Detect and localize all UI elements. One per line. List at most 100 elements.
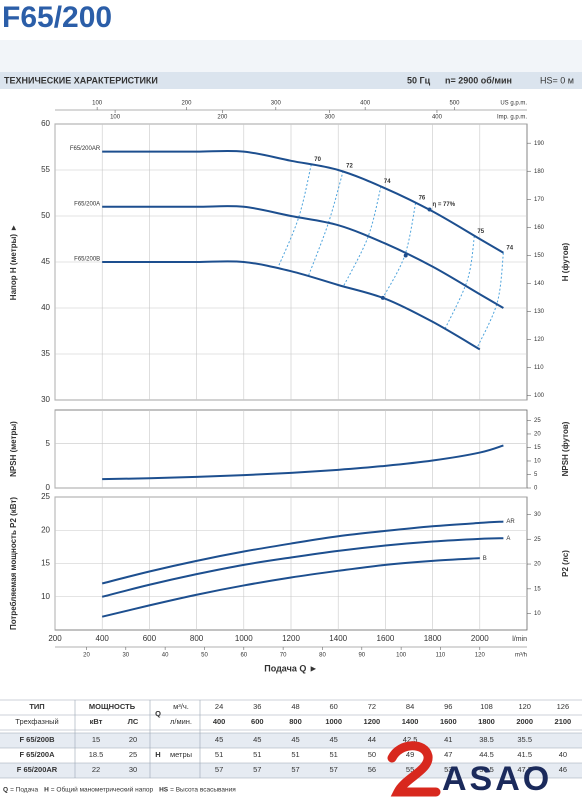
- table-head-value: 35.5: [517, 735, 532, 744]
- table-head-value: 57: [330, 765, 338, 774]
- table-flow-lmin: 1600: [440, 717, 457, 726]
- table-head-value: 51: [330, 750, 338, 759]
- curve-label: A: [506, 536, 510, 542]
- table-header: кВт: [90, 717, 103, 726]
- banner: [0, 72, 582, 89]
- efficiency-label: 72: [346, 163, 353, 169]
- table-head-value: 44: [368, 735, 376, 744]
- y2-tick-label: 10: [534, 611, 541, 617]
- table-power-hp: 30: [129, 765, 137, 774]
- table-flow-lmin: 800: [289, 717, 302, 726]
- y-axis-title: NPSH (метры): [9, 421, 18, 477]
- table-head-value: 46: [559, 765, 567, 774]
- table-head-value: 47.5: [517, 765, 532, 774]
- bottom-axis2-title: m³/h: [515, 653, 527, 659]
- bottom-axis2-label: 100: [396, 653, 407, 659]
- top-axis-label: 500: [449, 101, 460, 107]
- top-axis-label: 400: [432, 115, 443, 121]
- y2-axis-title: P2 (лс): [561, 550, 570, 577]
- table-head-value: 49: [406, 750, 414, 759]
- x-unit: l/min: [512, 636, 527, 643]
- table-power-kw: 15: [92, 735, 100, 744]
- y2-tick-label: 25: [534, 537, 541, 543]
- footer-desc: = Подача: [10, 787, 38, 794]
- efficiency-label: η = 77%: [433, 202, 456, 208]
- y2-tick-label: 20: [534, 432, 541, 438]
- curve: [102, 260, 481, 351]
- table-flow-lmin: 600: [251, 717, 264, 726]
- table-model: F 65/200A: [19, 750, 55, 759]
- y-tick-label: 0: [46, 483, 51, 492]
- bottom-axis2-label: 30: [122, 653, 129, 659]
- curve: [101, 557, 480, 618]
- table-head-value: 44.5: [479, 750, 494, 759]
- efficiency-label: 75: [477, 229, 484, 235]
- y-tick-label: 40: [41, 303, 50, 312]
- table-power-hp: 20: [129, 735, 137, 744]
- table-head-value: 57: [253, 765, 261, 774]
- table-flow-lmin: 400: [213, 717, 226, 726]
- y2-tick-label: 100: [534, 393, 545, 399]
- table-head-value: 57: [291, 765, 299, 774]
- y2-tick-label: 160: [534, 225, 545, 231]
- bottom-axis2-label: 50: [201, 653, 208, 659]
- table-power-kw: 18.5: [89, 750, 104, 759]
- top-axis-title: Imp. g.p.m.: [497, 115, 527, 121]
- banner-frequency: 50 Гц: [407, 75, 431, 85]
- x-tick-label: 1800: [424, 634, 442, 643]
- footer-desc: = Высота всасывания: [170, 787, 236, 794]
- table-flow-m3h: 120: [518, 702, 531, 711]
- table-flow-lmin: 1000: [325, 717, 342, 726]
- table-header: ЛС: [128, 717, 139, 726]
- table-head-value: 53: [444, 765, 452, 774]
- table-header: Q: [155, 709, 161, 718]
- x-tick-label: 1200: [282, 634, 300, 643]
- y-tick-label: 20: [41, 525, 50, 534]
- table-header: метры: [170, 750, 192, 759]
- efficiency-label: 70: [314, 157, 321, 163]
- footer-desc: = Общий манометрический напор: [51, 786, 154, 794]
- top-axis-label: 200: [181, 101, 192, 107]
- y2-axis-title: H (футов): [561, 242, 570, 281]
- y2-tick-label: 130: [534, 309, 545, 315]
- table-head-value: 50.5: [479, 765, 494, 774]
- y-tick-label: 50: [41, 211, 50, 220]
- y2-tick-label: 140: [534, 281, 545, 287]
- y2-axis-title: NPSH (футов): [561, 421, 570, 476]
- curve: [101, 520, 504, 585]
- table-flow-m3h: 126: [557, 702, 570, 711]
- table-head-value: 40: [559, 750, 567, 759]
- efficiency-line: [443, 236, 475, 331]
- logo: ASAO: [442, 760, 552, 798]
- y-tick-label: 15: [41, 559, 50, 568]
- curve: [102, 205, 504, 309]
- efficiency-label: 76: [419, 196, 426, 202]
- x-axis-title: Подача Q ►: [264, 663, 317, 673]
- y2-tick-label: 30: [534, 512, 541, 518]
- y2-tick-label: 110: [534, 365, 544, 371]
- table-row-bg: [0, 733, 582, 748]
- table-power-kw: 22: [92, 765, 100, 774]
- efficiency-line: [476, 252, 504, 348]
- banner-heading: ТЕХНИЧЕСКИЕ ХАРАКТЕРИСТИКИ: [4, 75, 158, 85]
- y2-tick-label: 190: [534, 141, 545, 147]
- table-header: H: [155, 750, 160, 759]
- curve-label: F65/200AR: [70, 146, 101, 152]
- x-tick-label: 600: [143, 634, 157, 643]
- table-flow-m3h: 96: [444, 702, 452, 711]
- table-flow-m3h: 84: [406, 702, 414, 711]
- bottom-axis2-label: 110: [436, 653, 446, 659]
- banner-suction: HS= 0 м: [540, 75, 574, 85]
- table-flow-m3h: 36: [253, 702, 261, 711]
- y-tick-label: 5: [46, 439, 51, 448]
- table-head-value: 41.5: [517, 750, 532, 759]
- x-tick-label: 1400: [329, 634, 347, 643]
- table-head-value: 50: [368, 750, 376, 759]
- curve-label: AR: [506, 519, 515, 525]
- table-flow-m3h: 24: [215, 702, 223, 711]
- efficiency-label: 74: [506, 245, 513, 251]
- y-tick-label: 25: [41, 492, 50, 501]
- table-flow-lmin: 2100: [555, 717, 572, 726]
- y-tick-label: 45: [41, 257, 50, 266]
- y-tick-label: 55: [41, 165, 50, 174]
